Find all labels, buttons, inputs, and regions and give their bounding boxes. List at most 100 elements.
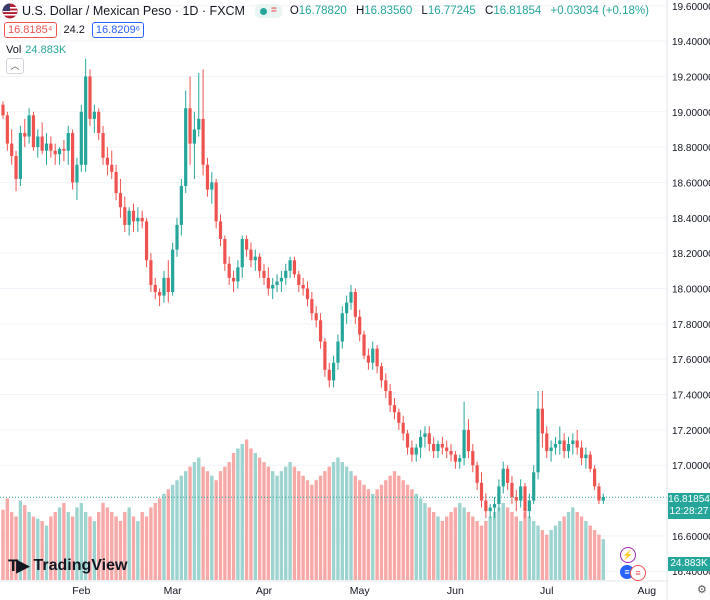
candle-body [14,155,18,179]
candle-body [366,355,370,363]
candle-body [23,132,27,137]
candle-body [131,210,136,222]
chevron-up-icon[interactable]: ︿ [6,58,24,74]
candle-body [101,132,105,158]
open-value: 16.78820 [298,5,347,17]
candle-body [301,284,305,289]
volume-bar [536,525,540,580]
market-status-badge[interactable]: = [254,4,282,18]
volume-bar [401,480,405,580]
candle-body [345,302,349,314]
volume-bar [418,498,423,580]
volume-bar [549,530,553,580]
candle-body [292,260,297,275]
symbol-title[interactable]: U.S. Dollar / Mexican Peso · 1D · FXCM [22,4,245,18]
volume-bar [114,516,118,580]
candle-body [66,132,70,151]
candle-body [527,500,531,512]
volume-bar [601,539,605,580]
volume-legend[interactable]: Vol 24.883K [6,44,66,56]
buy-button[interactable]: 16.8209⁶ [91,22,145,38]
volume-bar [318,475,323,580]
volume-bar [14,516,18,580]
candle-body [205,164,210,190]
y-tick-label: 17.60000 [672,355,710,366]
volume-bar [36,518,40,580]
candle-body [419,436,423,448]
y-tick-label: 19.20000 [672,72,710,83]
volume-bar [62,502,66,580]
volume-bar [136,521,140,580]
volume-bar [384,480,388,580]
candle-body [236,267,240,282]
volume-bar [488,516,492,580]
volume-bar [262,462,266,580]
x-tick-label: Jul [540,585,553,597]
market-open-dot [259,7,267,15]
volume-bar [566,511,571,580]
volume-bar [23,505,27,580]
logo-text: TradingView [33,557,128,574]
candle-body [375,348,379,367]
candle-body [314,313,318,321]
last-price: 16.81854 [668,494,710,505]
volume-bar [558,521,562,580]
candle-body [49,143,53,151]
candle-body [432,444,436,452]
candle-body [579,447,584,459]
volume-bar [40,521,44,580]
candle-body [501,468,505,487]
volume-bar [218,471,223,580]
volume-bar [31,516,36,580]
volume-bar [275,475,279,580]
candle-body [475,465,479,483]
candle-body [440,444,444,448]
volume-bar [479,525,484,580]
volume-bar [244,439,249,580]
volume-bar [579,516,584,580]
candle-body [266,277,270,289]
volume-bar [284,466,288,580]
volume-bar [445,516,449,580]
candle-body [532,472,536,501]
volume-bar [545,534,549,580]
tradingview-logo[interactable]: T▶ TradingView [8,556,127,576]
candle-body [540,408,544,434]
high-value: 16.83560 [364,5,413,17]
equal-icon: = [270,5,277,16]
gear-icon[interactable]: ⚙ [697,584,707,596]
us-flag-event-icon[interactable]: ≡ [630,565,646,581]
candle-body [405,433,410,448]
sell-button[interactable]: 16.8185⁴ [4,22,57,38]
candle-body [18,132,22,179]
candle-body [62,148,66,151]
volume-bar [436,516,440,580]
y-tick-label: 17.40000 [672,391,710,402]
volume-bar [497,507,501,580]
lightning-icon[interactable]: ⚡ [620,547,636,563]
candle-body [110,164,114,172]
volume-bar [340,462,344,580]
candle-body [497,486,501,505]
candle-body [388,390,392,406]
candle-body [71,132,75,183]
candle-body [601,497,605,501]
volume-bar [297,471,301,580]
candle-body [114,171,118,194]
candle-body [340,313,344,342]
volume-bar [584,521,588,580]
volume-bar [127,507,131,580]
close-value: 16.81854 [493,5,542,17]
volume-bar [462,507,466,580]
last-price-tag: 16.81854 12:28:27 [668,493,710,519]
y-tick-label: 19.00000 [672,108,710,119]
candle-body [549,447,553,452]
volume-bar [314,480,318,580]
volume-bar [44,525,49,580]
candle-body [258,256,262,271]
candle-body [310,299,314,314]
candle-body [523,486,527,512]
volume-bar [379,484,384,580]
candle-body [545,433,549,452]
